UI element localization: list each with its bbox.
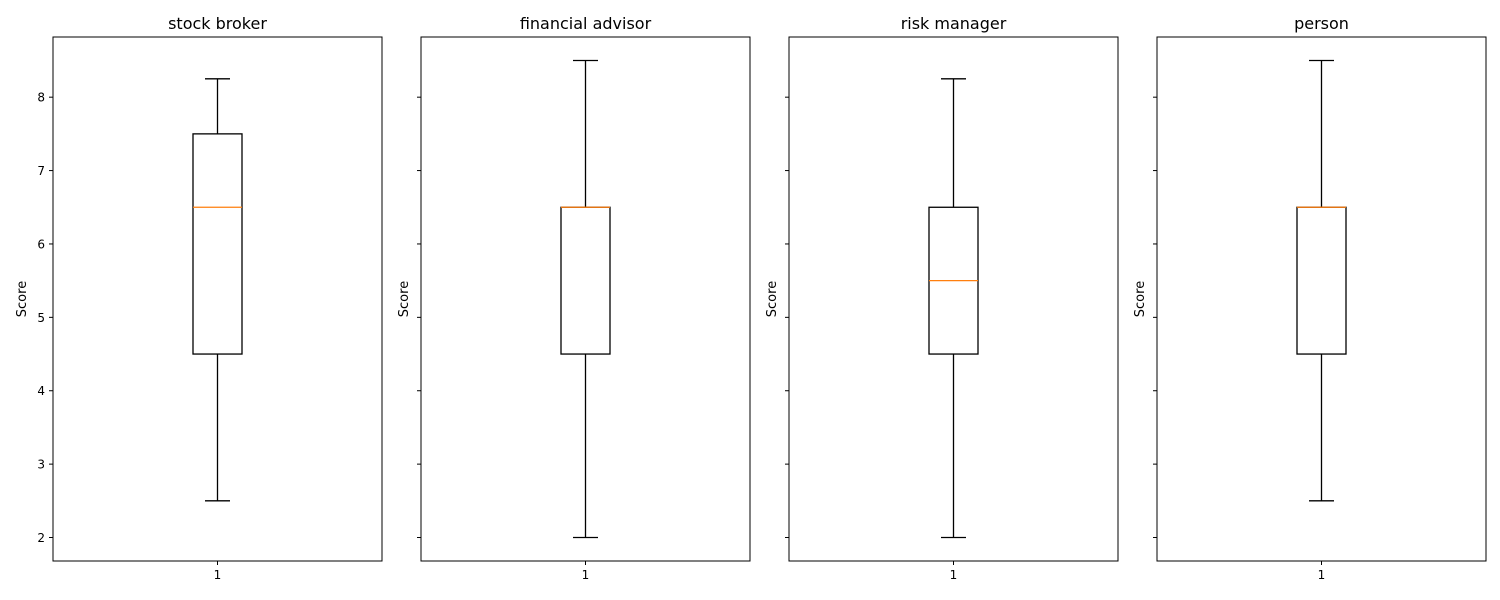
x-tick-label: 1: [214, 568, 222, 582]
y-tick-label: 8: [37, 91, 45, 105]
box-iqr: [560, 206, 611, 355]
y-tick-label: 3: [37, 458, 45, 472]
y-axis-label: Score: [15, 281, 30, 317]
box-iqr: [1296, 206, 1347, 355]
panel-title: financial advisor: [520, 14, 652, 33]
axes-frame: [420, 36, 751, 562]
panel-title: stock broker: [168, 14, 267, 33]
panel-1: stock broker Score 2 3 4 5 6 7 8 1: [15, 14, 383, 582]
y-tick-label: 2: [37, 531, 45, 545]
x-tick-label: 1: [582, 568, 590, 582]
panel-2: financial advisor Score 1: [397, 14, 751, 582]
y-tick-label: 7: [37, 164, 45, 178]
axes-frame: [1156, 36, 1487, 562]
panel-3: risk manager Score 1: [765, 14, 1119, 582]
y-tick-label: 5: [37, 311, 45, 325]
y-tick-label: 4: [37, 384, 45, 398]
panel-title: person: [1294, 14, 1349, 33]
y-axis-label: Score: [397, 281, 412, 317]
y-tick-label: 6: [37, 237, 45, 251]
x-tick-label: 1: [1318, 568, 1326, 582]
axes-frame: [788, 36, 1119, 562]
panel-title: risk manager: [901, 14, 1007, 33]
box-iqr: [192, 133, 243, 355]
y-axis-label: Score: [765, 281, 780, 317]
y-axis-label: Score: [1133, 281, 1148, 317]
axes-frame: [52, 36, 383, 562]
x-tick-label: 1: [950, 568, 958, 582]
panel-4: person Score 1: [1133, 14, 1487, 582]
